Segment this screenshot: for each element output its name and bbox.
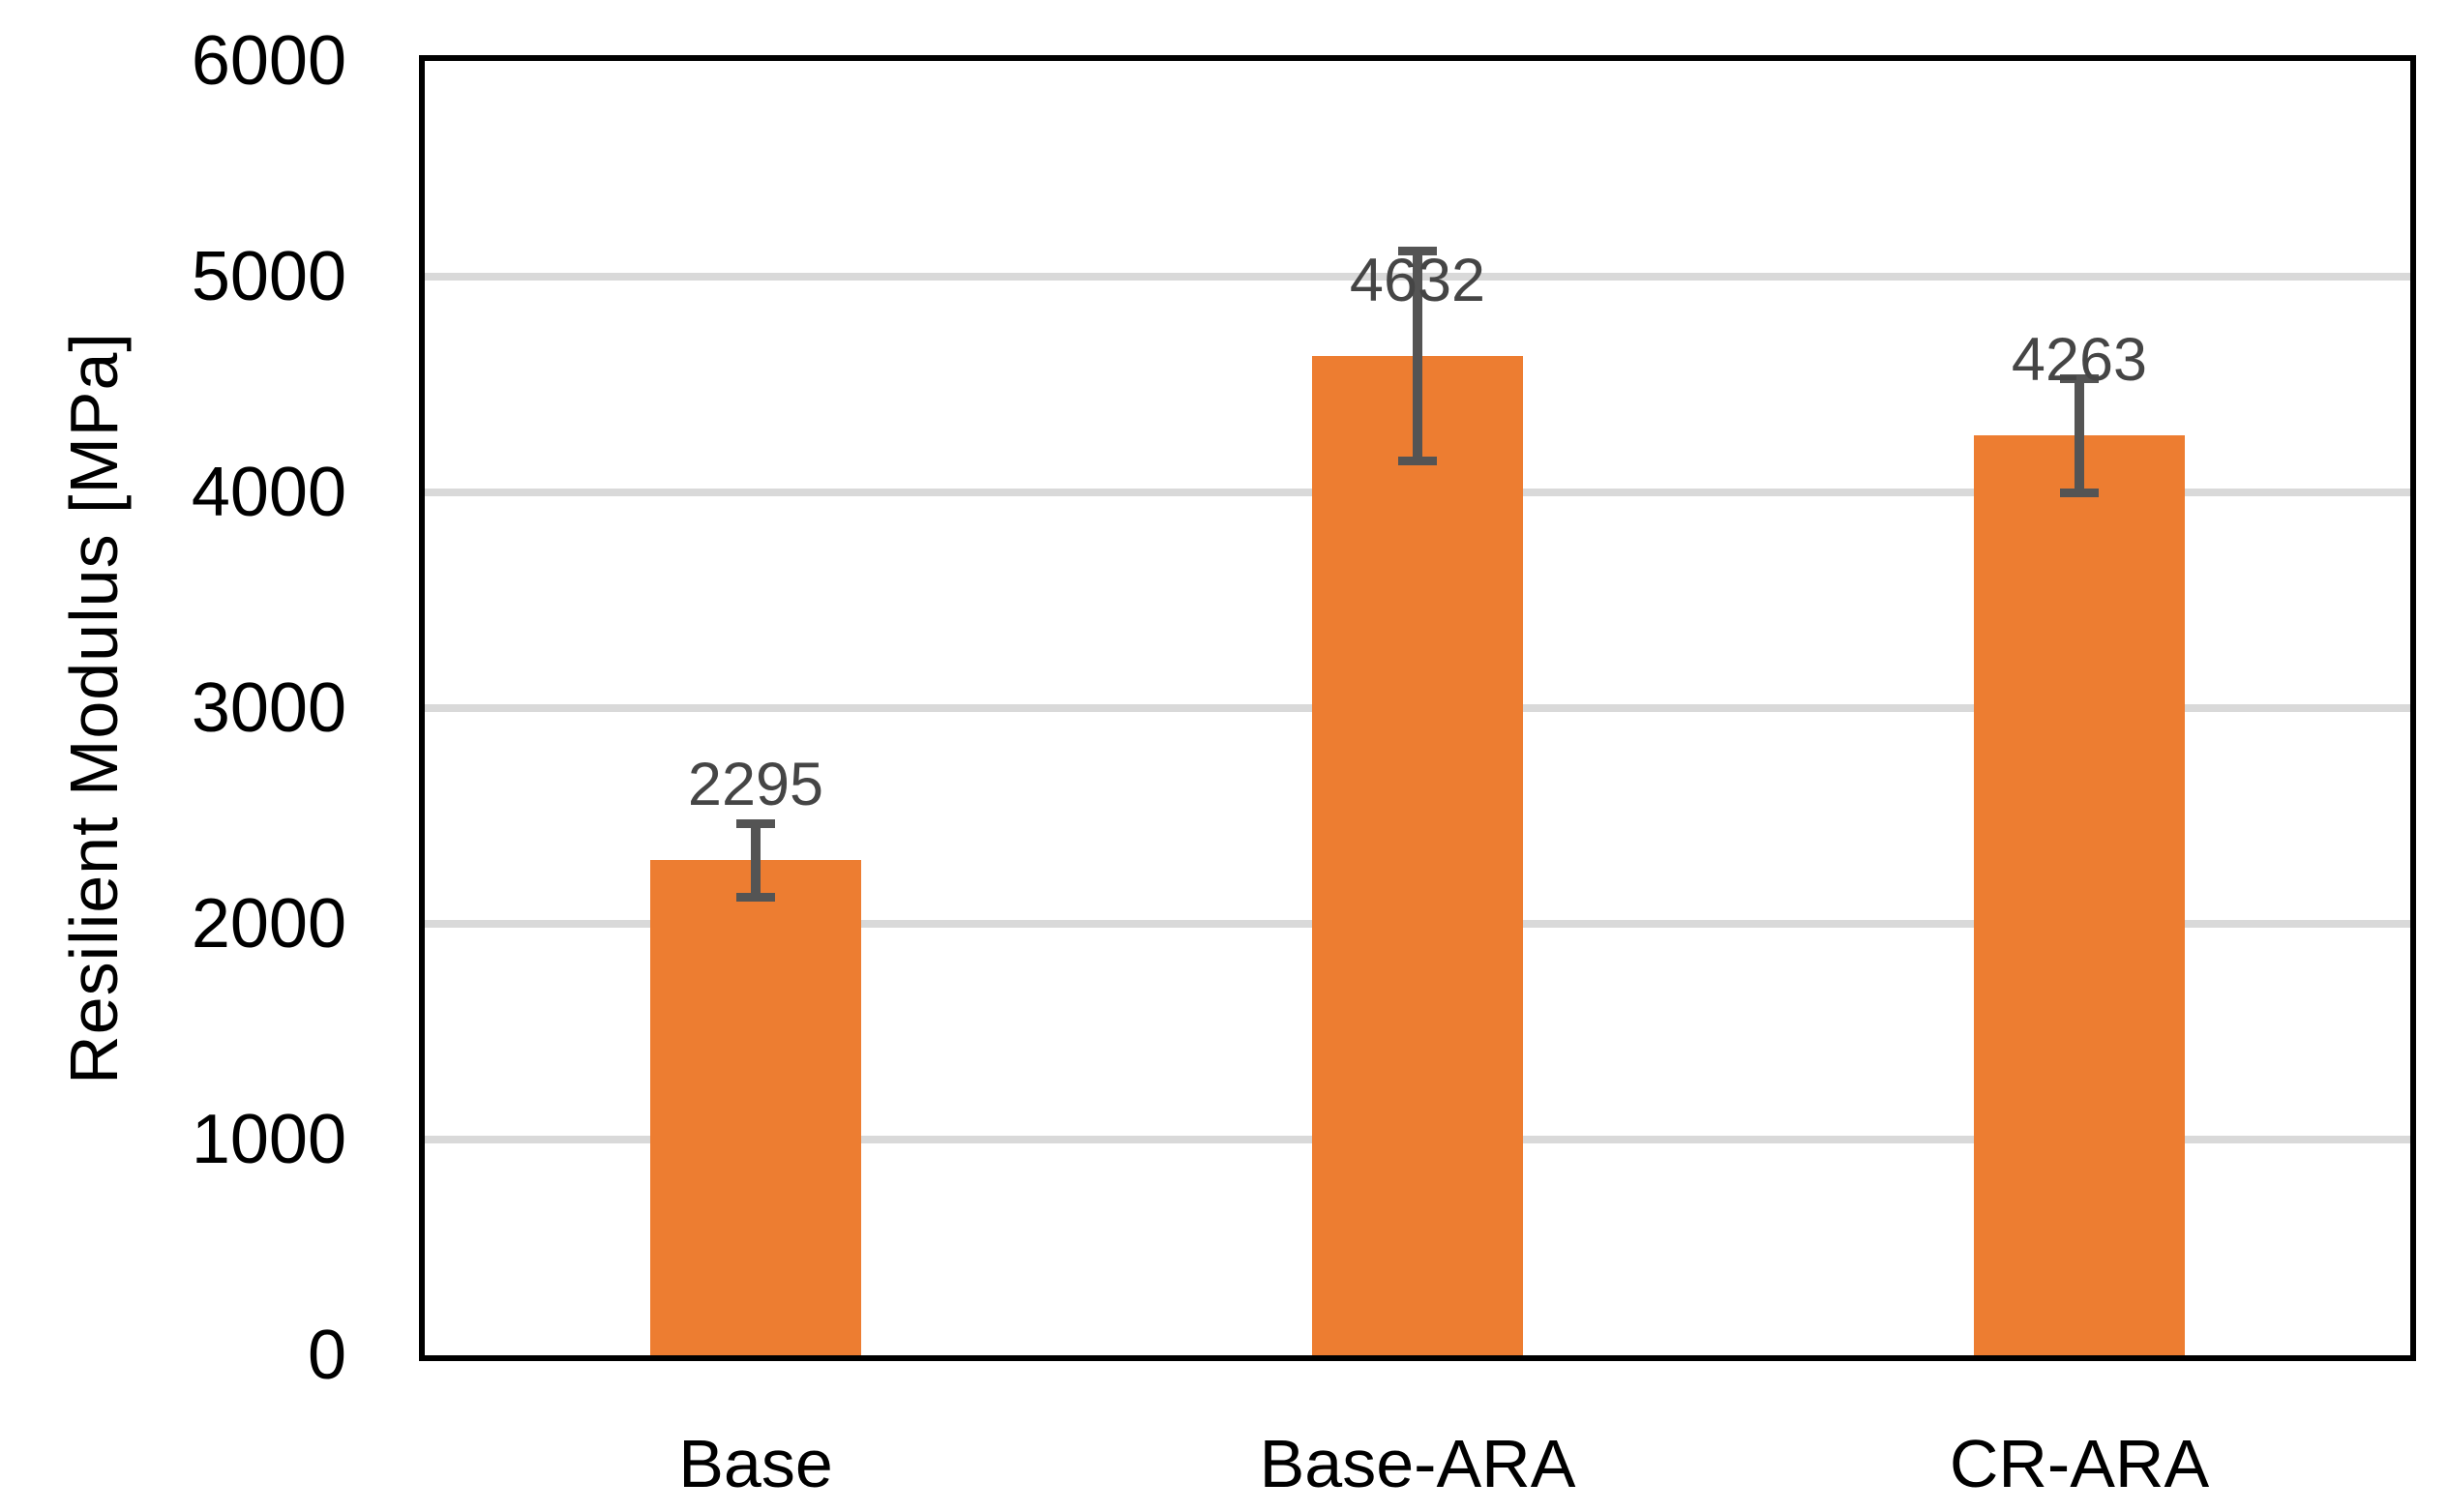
error-bar-stem — [2075, 373, 2084, 497]
error-bar-cap-top — [735, 818, 775, 828]
x-axis-label-cr-ara: CR-ARA — [1949, 1426, 2210, 1501]
y-tick-label: 0 — [307, 1317, 346, 1394]
error-bar-cap-bottom — [1398, 456, 1437, 465]
y-tick-label: 1000 — [191, 1101, 346, 1178]
data-label: 4632 — [1349, 247, 1486, 315]
error-bar-stem — [1413, 247, 1422, 465]
y-tick-label: 3000 — [191, 669, 346, 747]
y-tick-label: 6000 — [191, 22, 346, 100]
bar-cr-ara — [1974, 435, 2185, 1355]
error-bar — [735, 818, 775, 902]
error-bar-stem — [750, 818, 761, 902]
error-bar-cap-top — [1398, 247, 1437, 256]
x-axis-label-base-ara: Base-ARA — [1259, 1426, 1576, 1501]
error-bar-cap-top — [2060, 373, 2099, 383]
error-bar — [1398, 247, 1437, 465]
plot-inner: 2295 4632 4263 — [425, 61, 2410, 1355]
y-axis-tick-labels: 0 1000 2000 3000 4000 5000 6000 — [0, 0, 346, 1512]
error-bar — [2060, 373, 2099, 497]
error-bar-cap-bottom — [735, 892, 775, 902]
y-tick-label: 5000 — [191, 238, 346, 315]
data-label: 2295 — [687, 751, 824, 819]
error-bar-cap-bottom — [2060, 488, 2099, 497]
plot-area: 2295 4632 4263 — [419, 55, 2416, 1361]
y-tick-label: 4000 — [191, 454, 346, 531]
bar-base — [649, 860, 861, 1355]
x-axis-label-base: Base — [678, 1426, 833, 1501]
y-tick-label: 2000 — [191, 885, 346, 963]
x-axis-labels: Base Base-ARA CR-ARA — [425, 1420, 2410, 1507]
bar-base-ara — [1312, 356, 1523, 1355]
data-label: 4263 — [2011, 326, 2148, 395]
